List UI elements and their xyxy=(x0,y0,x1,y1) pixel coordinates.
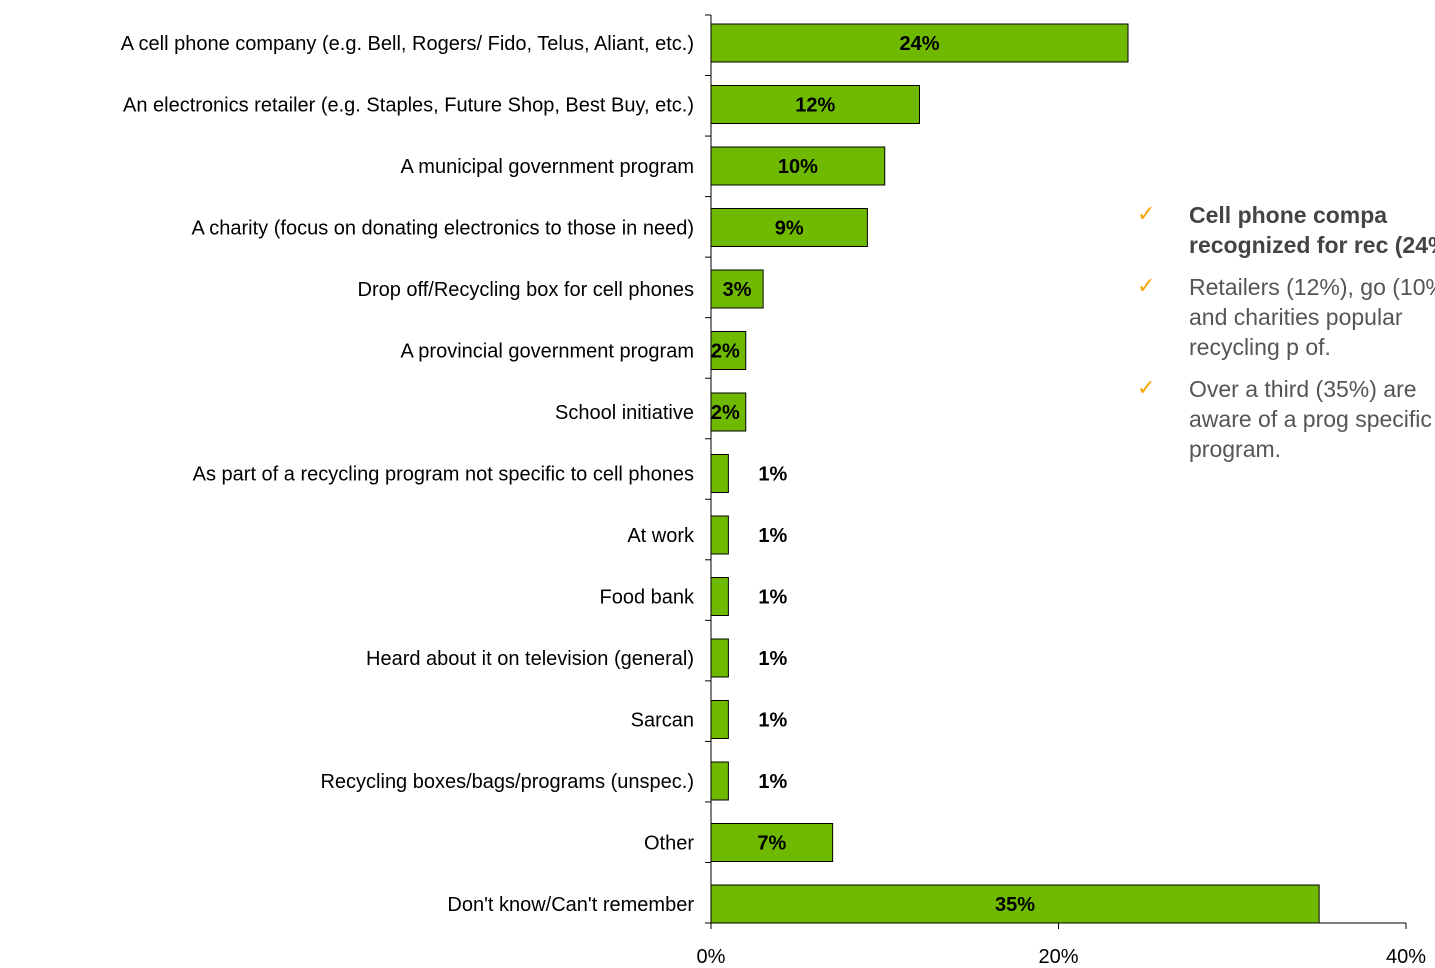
bar xyxy=(710,146,886,186)
data-label: 3% xyxy=(723,279,752,301)
bars xyxy=(710,23,1320,924)
bar xyxy=(710,577,729,616)
data-label: 35% xyxy=(995,894,1035,916)
checkmark-icon: ✓ xyxy=(1137,376,1156,401)
bar xyxy=(710,823,834,862)
data-label: 7% xyxy=(757,833,786,855)
category-label: Recycling boxes/bags/programs (unspec.) xyxy=(320,771,694,793)
category-label: An electronics retailer (e.g. Staples, F… xyxy=(123,95,694,117)
data-label: 1% xyxy=(758,710,787,732)
checkmark-icon: ✓ xyxy=(1137,274,1156,299)
category-label: Sarcan xyxy=(631,710,694,732)
category-label: School initiative xyxy=(555,402,694,424)
data-labels: 24% 12% 10% 9% 3% 2% 2% 1% 1% 1% 1% 1% 1% 7% 35% xyxy=(711,33,1035,916)
bar xyxy=(710,700,729,739)
data-label: 9% xyxy=(775,218,804,240)
finding-text: Retailers (12%), go (10%) and charities … xyxy=(1189,274,1435,360)
category-labels: A cell phone company (e.g. Bell, Rogers/… xyxy=(121,33,695,916)
finding-item: ✓ Cell phone compa recognized for rec (24… xyxy=(1137,200,1435,260)
category-label: As part of a recycling program not speci… xyxy=(193,464,694,486)
key-findings-list: ✓ Cell phone compa recognized for rec (24… xyxy=(1137,200,1435,476)
data-label: 2% xyxy=(711,341,740,363)
data-label: 1% xyxy=(758,587,787,609)
bar xyxy=(710,392,747,432)
data-label: 1% xyxy=(758,464,787,486)
data-label: 10% xyxy=(778,156,818,178)
category-label: A municipal government program xyxy=(401,156,694,178)
finding-item: ✓ Retailers (12%), go (10%) and charities… xyxy=(1137,272,1435,362)
data-label: 12% xyxy=(795,95,835,117)
finding-text: Over a third (35%) are aware of a prog s… xyxy=(1189,376,1432,462)
bar xyxy=(710,208,868,247)
bar xyxy=(710,884,1320,924)
data-label: 24% xyxy=(899,33,939,55)
data-label: 1% xyxy=(758,525,787,547)
x-tick-label: 0% xyxy=(697,946,726,968)
category-label: A charity (focus on donating electronics… xyxy=(191,218,694,240)
bar xyxy=(710,761,729,801)
finding-text: Cell phone compa recognized for rec (24%… xyxy=(1189,202,1435,258)
category-label: A cell phone company (e.g. Bell, Rogers/… xyxy=(121,33,694,55)
bar xyxy=(710,269,764,309)
category-label: Heard about it on television (general) xyxy=(366,648,694,670)
x-tick-label: 40% xyxy=(1386,946,1426,968)
bar xyxy=(710,23,1129,63)
category-label: Don't know/Can't remember xyxy=(447,894,694,916)
bar xyxy=(710,638,729,678)
x-tick-label: 20% xyxy=(1038,946,1078,968)
bar xyxy=(710,515,729,555)
axes: 0% 20% 40% xyxy=(697,14,1426,968)
data-label: 1% xyxy=(758,648,787,670)
finding-item: ✓ Over a third (35%) are aware of a prog … xyxy=(1137,374,1435,464)
checkmark-icon: ✓ xyxy=(1137,202,1156,227)
category-label: Other xyxy=(644,833,694,855)
category-label: Drop off/Recycling box for cell phones xyxy=(358,279,694,301)
category-label: A provincial government program xyxy=(401,341,694,363)
data-label: 1% xyxy=(758,771,787,793)
category-label: Food bank xyxy=(599,587,695,609)
bar xyxy=(710,454,729,493)
bar xyxy=(710,85,920,124)
data-label: 2% xyxy=(711,402,740,424)
category-label: At work xyxy=(627,525,695,547)
